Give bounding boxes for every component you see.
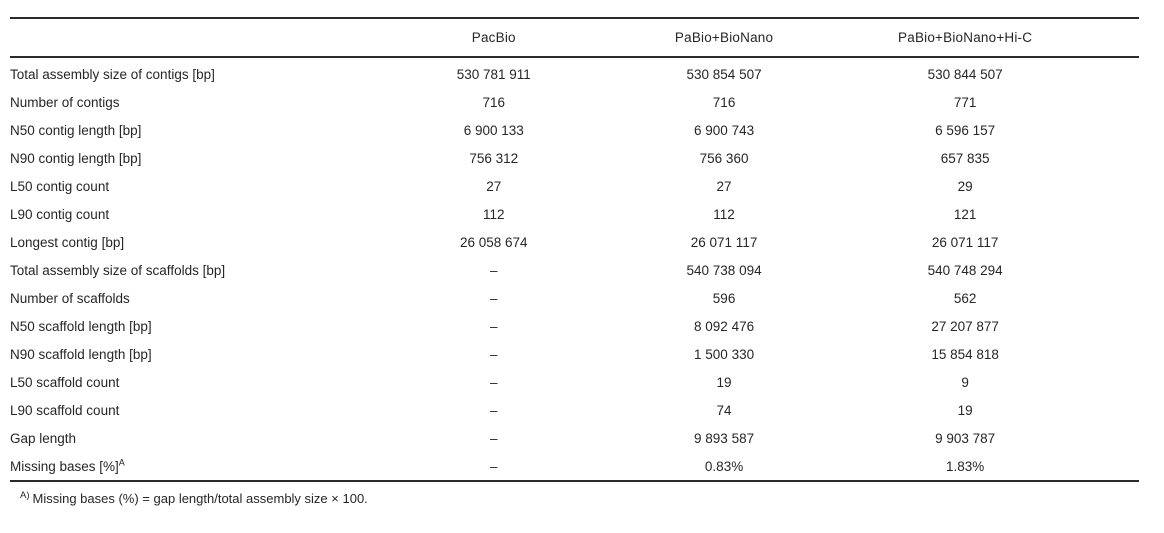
cell-value: 9	[961, 374, 969, 390]
cell-value: 112	[482, 206, 505, 222]
cell-value: 26 058 674	[459, 234, 528, 250]
row-label-superscript: A	[118, 457, 125, 467]
cell-value: 0.83%	[704, 458, 744, 474]
table-row: L50 contig count 27 27 29	[10, 172, 1139, 200]
column-header-pabio-bionano: PaBio+BioNano	[656, 18, 792, 58]
table-row: L50 scaffold count – 19 9	[10, 368, 1139, 396]
cell-value: 27	[716, 178, 732, 194]
cell-value: –	[490, 262, 498, 278]
cell-value: 530 781 911	[456, 66, 531, 82]
table-row: N90 scaffold length [bp] – 1 500 330 15 854…	[10, 340, 1139, 368]
table-row: N50 contig length [bp] 6 900 133 6 900 743…	[10, 116, 1139, 144]
cell-value: 716	[712, 94, 736, 110]
cell-value: 26 071 117	[690, 234, 758, 250]
cell-value: 596	[712, 290, 736, 306]
cell-value: 6 900 133	[463, 122, 524, 138]
cell-value: 657 835	[940, 150, 990, 166]
cell-value: 716	[482, 94, 506, 110]
cell-value: –	[490, 290, 498, 306]
row-label: L50 contig count	[10, 178, 110, 194]
row-label: N90 scaffold length [bp]	[10, 346, 152, 362]
row-label: Total assembly size of contigs [bp]	[10, 66, 215, 82]
cell-value: –	[490, 374, 498, 390]
table-row: Gap length – 9 893 587 9 903 787	[10, 424, 1139, 452]
table-row: Number of scaffolds – 596 562	[10, 284, 1139, 312]
cell-value: 29	[957, 178, 973, 194]
cell-value: 19	[957, 402, 973, 418]
column-header-pacbio: PacBio	[330, 18, 657, 58]
cell-value: 19	[716, 374, 732, 390]
cell-value: 26 071 117	[931, 234, 999, 250]
cell-value: 771	[953, 94, 977, 110]
cell-value: 756 312	[469, 150, 519, 166]
table-row: N50 scaffold length [bp] – 8 092 476 27 207…	[10, 312, 1139, 340]
cell-value: 27 207 877	[931, 318, 999, 334]
cell-value: 6 900 743	[694, 122, 755, 138]
footnote-marker: A)	[20, 489, 30, 501]
row-label: L50 scaffold count	[10, 374, 120, 390]
table-row: Missing bases [%]A – 0.83% 1.83%	[10, 452, 1139, 481]
cell-value: 1.83%	[945, 458, 985, 474]
header-stub-cell	[10, 18, 331, 58]
cell-value: –	[490, 346, 498, 362]
footnote-text: Missing bases (%) = gap length/total ass…	[32, 491, 368, 506]
table-row: Total assembly size of scaffolds [bp] – 54…	[10, 256, 1139, 284]
cell-value: 15 854 818	[931, 346, 999, 362]
table-row: Number of contigs 716 716 771	[10, 88, 1139, 116]
cell-value: 74	[716, 402, 732, 418]
row-label: L90 contig count	[10, 206, 110, 222]
cell-value: 540 738 094	[686, 262, 762, 278]
cell-value: 540 748 294	[927, 262, 1003, 278]
cell-value: 112	[713, 206, 735, 222]
column-header-pabio-bionano-hic: PaBio+BioNano+Hi-C	[791, 18, 1139, 58]
row-label: N50 contig length [bp]	[10, 122, 142, 138]
row-label: L90 scaffold count	[10, 402, 120, 418]
table-row: L90 scaffold count – 74 19	[10, 396, 1139, 424]
cell-value: –	[490, 402, 498, 418]
assembly-stats-table-wrap: PacBio PaBio+BioNano PaBio+BioNano+Hi-C …	[10, 17, 1139, 506]
cell-value: 9 903 787	[935, 430, 996, 446]
row-label: Longest contig [bp]	[10, 234, 125, 250]
cell-value: –	[490, 458, 498, 474]
row-label: Number of scaffolds	[10, 290, 130, 306]
row-label: N90 contig length [bp]	[10, 150, 142, 166]
table-row: N90 contig length [bp] 756 312 756 360 657 …	[10, 144, 1139, 172]
table-row: L90 contig count 112 112 121	[10, 200, 1139, 228]
table-row: Longest contig [bp] 26 058 674 26 071 117 2…	[10, 228, 1139, 256]
cell-value: 27	[486, 178, 502, 194]
cell-value: 8 092 476	[694, 318, 755, 334]
table-row: Total assembly size of contigs [bp] 530 7…	[10, 57, 1139, 88]
table-body: Total assembly size of contigs [bp] 530 7…	[10, 57, 1139, 481]
cell-value: 1 500 330	[694, 346, 755, 362]
cell-value: 121	[953, 206, 977, 222]
assembly-stats-table: PacBio PaBio+BioNano PaBio+BioNano+Hi-C …	[10, 17, 1139, 482]
header-row: PacBio PaBio+BioNano PaBio+BioNano+Hi-C	[10, 18, 1139, 58]
cell-value: –	[490, 318, 498, 334]
cell-value: –	[490, 430, 498, 446]
cell-value: 530 854 507	[686, 66, 762, 82]
cell-value: 756 360	[699, 150, 749, 166]
cell-value: 562	[953, 290, 977, 306]
cell-value: 530 844 507	[927, 66, 1003, 82]
footnote: A) Missing bases (%) = gap length/total a…	[20, 489, 1139, 506]
row-label: N50 scaffold length [bp]	[10, 318, 152, 334]
row-label: Missing bases [%]A	[10, 457, 125, 474]
row-label: Number of contigs	[10, 94, 120, 110]
row-label: Gap length	[10, 430, 77, 446]
cell-value: 6 596 157	[935, 122, 996, 138]
row-label: Total assembly size of scaffolds [bp]	[10, 262, 226, 278]
cell-value: 9 893 587	[694, 430, 755, 446]
